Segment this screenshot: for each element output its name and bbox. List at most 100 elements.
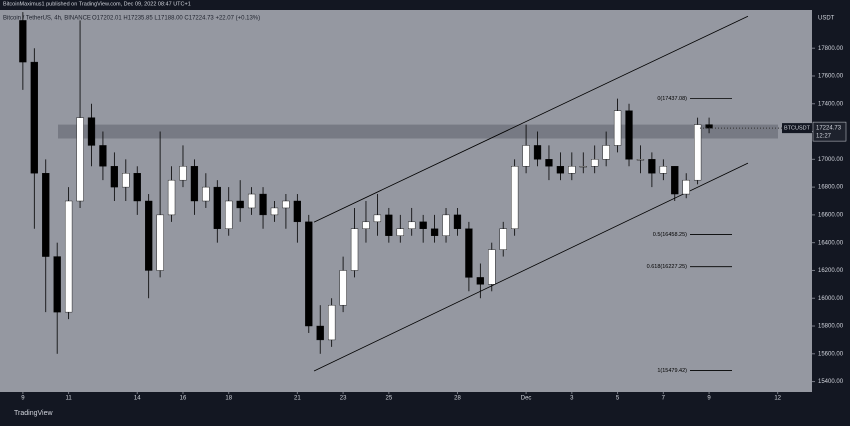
candle-body: [499, 228, 507, 250]
resistance-zone: [58, 124, 778, 139]
candle-body: [236, 200, 244, 209]
candle-body: [625, 110, 633, 160]
candle-body: [64, 200, 73, 313]
y-tick-label: 16200.00: [818, 268, 844, 274]
candle-body: [488, 249, 496, 285]
candle-body: [705, 124, 713, 129]
symbol-label: BTCUSDT: [784, 126, 811, 132]
channel-line: [313, 162, 749, 372]
candle-body: [270, 207, 279, 216]
x-tick-label: 5: [616, 396, 620, 402]
x-tick-label: Dec: [521, 396, 532, 402]
candle-body: [373, 214, 382, 223]
candle-body: [671, 166, 679, 195]
footer: TradingView: [14, 410, 53, 417]
candle-body: [579, 166, 587, 168]
x-tick-label: 7: [662, 396, 666, 402]
candle-body: [316, 325, 324, 341]
candle-body: [396, 228, 404, 236]
candle-body: [453, 214, 462, 229]
publisher: BitcoinMaximus1 published on TradingView…: [3, 1, 191, 7]
plot-marks: [19, 12, 812, 372]
candle-body: [156, 214, 164, 271]
countdown-label: 12:27: [816, 134, 832, 140]
candle-body: [76, 117, 84, 202]
candle-body: [282, 200, 290, 209]
fib-label: 0(17437.08): [657, 96, 687, 102]
price-box: [812, 121, 847, 142]
y-tick-label: 16400.00: [818, 240, 844, 246]
candle-body: [213, 186, 221, 229]
candle-body: [591, 159, 599, 167]
plot-area: [0, 10, 812, 392]
candle-body: [636, 159, 645, 161]
candle-body: [568, 166, 576, 174]
candle-body: [648, 159, 656, 174]
candle-body: [339, 270, 347, 306]
candle-body: [190, 166, 199, 202]
candle-body: [613, 110, 622, 146]
y-tick-label: 15400.00: [818, 379, 844, 385]
x-tick-label: 18: [225, 396, 232, 402]
candle-body: [259, 193, 267, 216]
candle-body: [419, 221, 427, 229]
candle-body: [476, 277, 484, 285]
x-tick-label: 12: [774, 396, 781, 402]
y-tick-label: 17800.00: [818, 46, 844, 52]
y-tick-label: 16600.00: [818, 212, 844, 218]
candle-body: [533, 145, 542, 160]
y-tick-label: 17000.00: [818, 157, 844, 163]
candle-body: [167, 179, 176, 216]
candle-body: [247, 193, 256, 209]
candle-body: [328, 304, 336, 341]
candle-body: [545, 159, 553, 167]
candle-body: [694, 124, 702, 181]
candle-body: [682, 179, 690, 195]
candle-body: [442, 214, 450, 236]
x-tick-label: 9: [707, 396, 711, 402]
candle-body: [30, 61, 38, 174]
x-tick-label: 11: [66, 396, 73, 402]
candle-body: [19, 20, 27, 63]
candle-body: [556, 166, 565, 174]
fib-label: 0.618(16227.25): [647, 264, 688, 270]
x-tick-label: 21: [294, 396, 301, 402]
x-tick-label: 23: [340, 396, 347, 402]
candle-body: [99, 145, 107, 167]
candle-body: [293, 200, 301, 223]
x-tick-label: 3: [570, 396, 574, 402]
y-tick-label: 17400.00: [818, 101, 844, 107]
x-tick-label: 14: [134, 396, 141, 402]
candle-body: [430, 228, 439, 236]
candle-body: [87, 117, 96, 146]
chart-title: Bitcoin / TetherUS, 4h, BINANCE: [3, 16, 91, 22]
candle-body: [522, 145, 530, 167]
candle-body: [110, 166, 118, 188]
candle-body: [465, 228, 473, 278]
candle-body: [53, 256, 61, 313]
candle-body: [133, 173, 141, 202]
candle-body: [122, 173, 130, 188]
candle-body: [305, 221, 313, 327]
y-tick-label: 16800.00: [818, 185, 844, 191]
candle-body: [202, 186, 210, 202]
candle-body: [511, 166, 519, 229]
candle-body: [362, 221, 370, 229]
fib-label: 0.5(16458.25): [653, 232, 687, 238]
ohlc-legend: O17202.01 H17235.85 L17188.00 C17224.73 …: [92, 16, 260, 22]
channel-line: [313, 15, 749, 223]
candle-body: [179, 166, 187, 181]
symbol-box: [782, 123, 812, 134]
x-tick-label: 28: [454, 396, 461, 402]
candle-body: [145, 200, 153, 271]
x-tick-label: 16: [180, 396, 187, 402]
candle-body: [385, 214, 393, 236]
candle-body: [225, 200, 233, 229]
x-tick-label: 25: [386, 396, 393, 402]
candle-body: [42, 173, 50, 257]
candle-body: [659, 166, 667, 174]
candle-body: [350, 228, 359, 271]
fib-label: 1(15479.42): [657, 368, 687, 374]
candle-body: [602, 145, 610, 160]
